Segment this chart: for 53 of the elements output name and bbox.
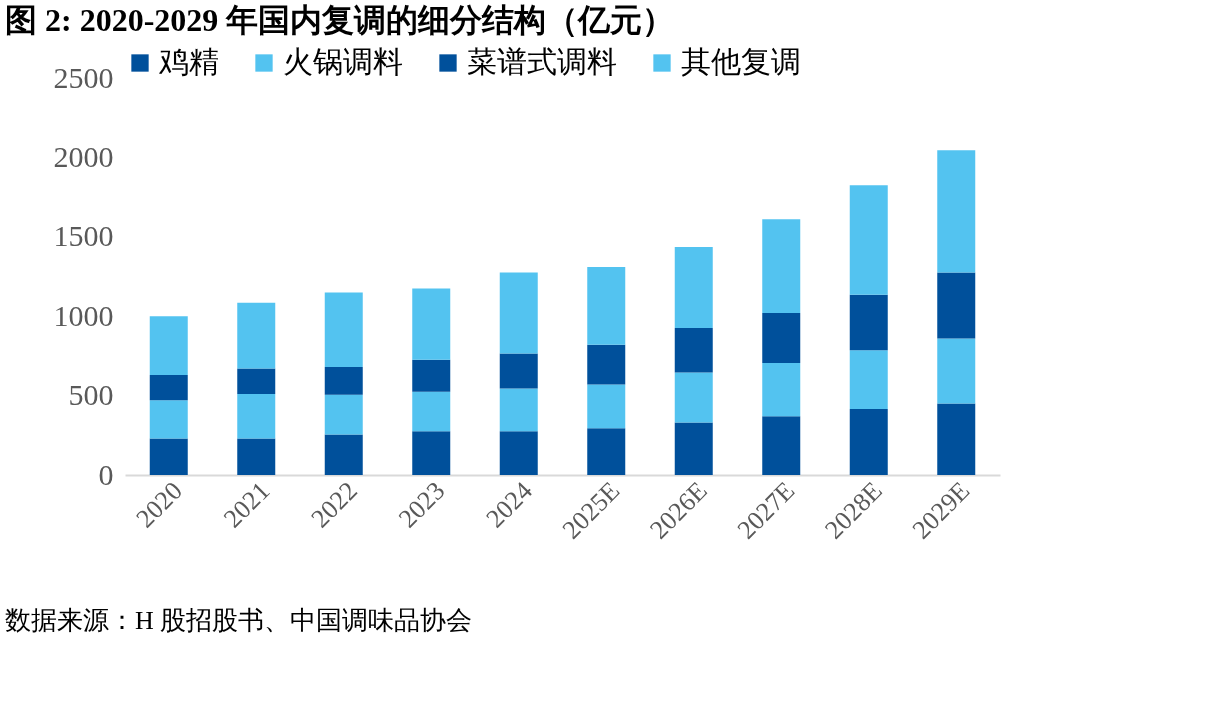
bar bbox=[324, 394, 363, 435]
bar bbox=[587, 266, 626, 345]
legend-label: 火锅调料 bbox=[283, 45, 403, 78]
bar bbox=[412, 359, 451, 392]
bar bbox=[324, 434, 363, 475]
bar bbox=[762, 416, 801, 475]
bar bbox=[499, 272, 538, 354]
bar bbox=[674, 422, 713, 475]
legend-label: 菜谱式调料 bbox=[467, 45, 617, 78]
legend-label: 其他复调 bbox=[681, 45, 801, 78]
bar bbox=[937, 150, 976, 273]
y-tick-label: 0 bbox=[98, 457, 114, 491]
bar bbox=[762, 363, 801, 417]
bar bbox=[674, 247, 713, 329]
bar bbox=[674, 372, 713, 423]
bar bbox=[849, 409, 888, 475]
bar bbox=[674, 328, 713, 373]
bar bbox=[762, 219, 801, 314]
chart-title: 图 2: 2020-2029 年国内复调的细分结构（亿元） bbox=[5, 2, 675, 38]
y-tick-label: 2500 bbox=[53, 60, 114, 94]
y-tick-label: 500 bbox=[68, 378, 114, 412]
bar bbox=[324, 292, 363, 368]
bar bbox=[412, 288, 451, 360]
bar bbox=[412, 431, 451, 475]
bar bbox=[499, 353, 538, 389]
bar bbox=[237, 302, 276, 369]
bar bbox=[849, 294, 888, 351]
bar bbox=[762, 313, 801, 364]
x-tick-label: 2021 bbox=[218, 476, 276, 534]
source-note: 数据来源：H 股招股书、中国调味品协会 bbox=[5, 606, 473, 635]
bar bbox=[849, 185, 888, 295]
bar bbox=[324, 367, 363, 395]
bar bbox=[587, 384, 626, 429]
y-tick-label: 1000 bbox=[53, 298, 114, 332]
legend-label: 鸡精 bbox=[158, 45, 219, 78]
bar bbox=[499, 388, 538, 432]
bar bbox=[937, 338, 976, 404]
bar bbox=[149, 438, 188, 475]
y-tick-label: 2000 bbox=[53, 139, 114, 173]
bar bbox=[499, 431, 538, 475]
bar bbox=[237, 438, 276, 475]
bar bbox=[149, 400, 188, 439]
bar bbox=[237, 394, 276, 439]
bar bbox=[149, 316, 188, 375]
bar bbox=[412, 391, 451, 432]
bar bbox=[587, 344, 626, 385]
y-tick-label: 1500 bbox=[53, 219, 114, 253]
bar bbox=[587, 428, 626, 475]
bar bbox=[849, 350, 888, 410]
bar bbox=[237, 368, 276, 395]
bar bbox=[937, 403, 976, 475]
bar bbox=[937, 272, 976, 339]
bar bbox=[149, 374, 188, 401]
